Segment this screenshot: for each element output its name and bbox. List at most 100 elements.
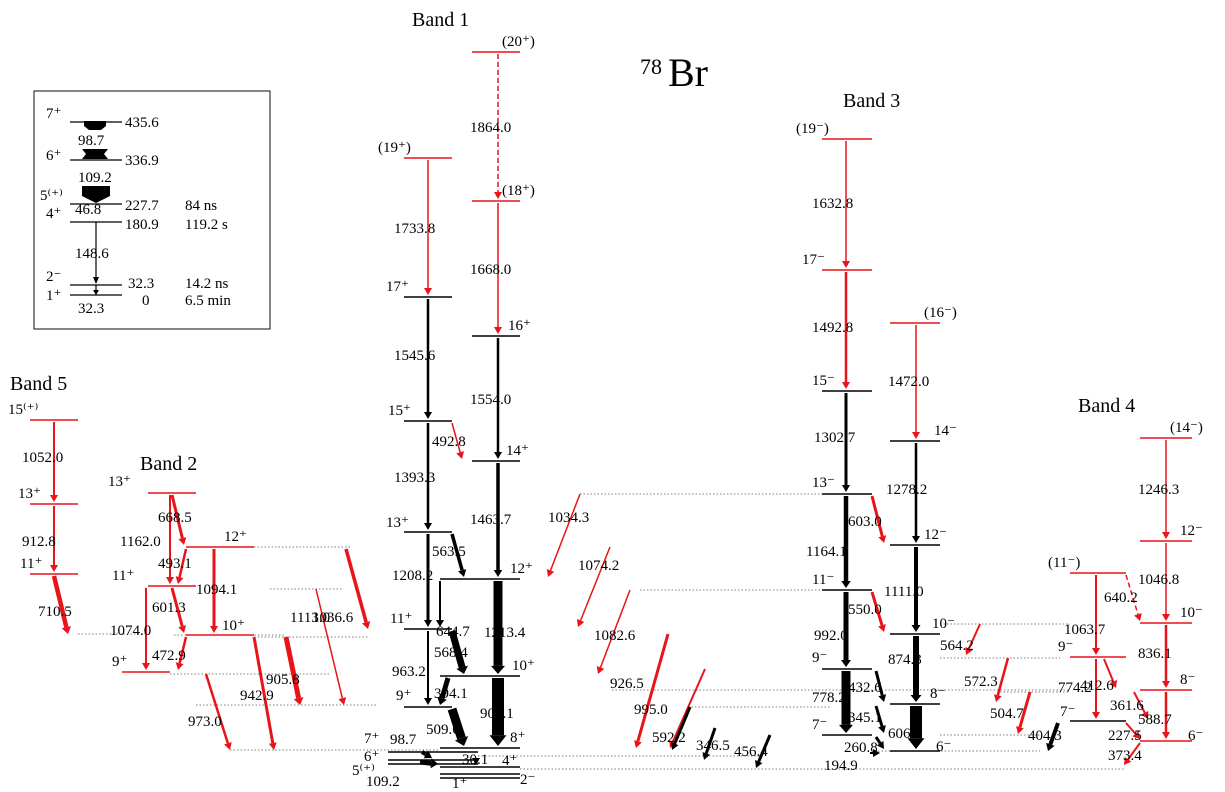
gamma-arrowhead <box>424 288 432 295</box>
gamma-energy-label: 606.2 <box>888 726 922 742</box>
gamma-energy-label: 1164.1 <box>806 544 847 560</box>
level-spin-label: 9⁺ <box>112 654 127 670</box>
gamma-energy-label: 568.4 <box>434 645 468 661</box>
gamma-energy-label: 1074.2 <box>578 558 619 574</box>
gamma-arrowhead <box>671 741 679 750</box>
gamma-energy-label: 774.2 <box>1058 680 1092 696</box>
gamma-arrow <box>439 677 451 699</box>
inset-level-energy: 32.3 <box>128 276 154 292</box>
gamma-arrowhead <box>50 565 58 572</box>
gamma-energy-label: 1052.0 <box>22 450 63 466</box>
inset-level-energy: 336.9 <box>125 153 159 169</box>
gamma-arrow <box>451 422 461 453</box>
gamma-energy-label: 942.9 <box>240 688 274 704</box>
gamma-arrowhead <box>178 625 187 633</box>
gamma-arrowhead <box>1046 742 1055 751</box>
gamma-arrow <box>757 734 772 763</box>
level-spin-label: 10⁻ <box>1180 605 1203 621</box>
gamma-energy-label: 874.3 <box>888 652 922 668</box>
gamma-energy-label: 412.6 <box>1080 678 1114 694</box>
gamma-energy-label: 373.4 <box>1108 748 1142 764</box>
gamma-arrowhead <box>1162 614 1170 621</box>
gamma-energy-label: 1208.2 <box>392 568 433 584</box>
gamma-arrow <box>450 533 464 571</box>
inset-halflife: 119.2 s <box>185 217 228 233</box>
inset-halflife: 84 ns <box>185 198 217 214</box>
level-spin-label: 7⁻ <box>812 717 827 733</box>
gamma-arrow <box>967 623 981 650</box>
gamma-arrowhead <box>876 740 884 749</box>
gamma-arrowhead <box>907 738 925 749</box>
level-spin-label: 7⁻ <box>1060 704 1075 720</box>
inset-spin: 5⁽⁺⁾ <box>40 187 63 204</box>
gamma-energy-label: 432.6 <box>848 680 882 696</box>
gamma-arrowhead <box>842 382 850 389</box>
gamma-energy-label: 260.8 <box>844 740 878 756</box>
level-spin-label: 6⁻ <box>1188 728 1203 744</box>
gamma-energy-label: 564.2 <box>940 638 974 654</box>
gamma-arrowhead <box>489 735 507 746</box>
band-2-label: Band 2 <box>140 453 197 475</box>
gamma-energy-label: 1733.8 <box>394 221 435 237</box>
gamma-energy-label: 109.2 <box>366 774 400 790</box>
gamma-arrowhead <box>873 749 880 757</box>
level-spin-label: 12⁻ <box>1180 523 1203 539</box>
gamma-energy-label: 1111.0 <box>884 584 924 600</box>
gamma-energy-label: 1162.0 <box>120 534 161 550</box>
gamma-arrowhead <box>755 759 763 768</box>
gamma-energy-label: 603.0 <box>848 514 882 530</box>
gamma-energy-label: 1545.6 <box>394 348 436 364</box>
gamma-energy-label: 973.0 <box>188 714 222 730</box>
gamma-arrowhead <box>456 665 468 674</box>
gamma-energy-label: 1246.3 <box>1138 482 1179 498</box>
level-spin-label: 8⁻ <box>930 686 945 702</box>
inset-gamma-energy: 46.8 <box>75 202 101 218</box>
gamma-energy-label: 1492.8 <box>812 320 853 336</box>
gamma-arrowhead <box>878 694 887 702</box>
gamma-arrowhead <box>224 742 232 750</box>
level-spin-label: 11⁺ <box>112 568 134 584</box>
gamma-arrowhead <box>268 742 277 750</box>
gamma-arrowhead <box>1162 732 1170 739</box>
gamma-energy-label: 98.7 <box>390 732 417 748</box>
level-spin-label: 13⁺ <box>18 486 41 502</box>
level-spin-label: (19⁻) <box>796 121 829 137</box>
level-spin-label: 15⁻ <box>812 373 835 389</box>
gamma-arrowhead <box>424 698 432 705</box>
gamma-energy-label: 1094.1 <box>196 582 237 598</box>
gamma-energy-label: 588.7 <box>1138 712 1172 728</box>
inset-spin: 7⁺ <box>46 106 61 122</box>
level-spin-label: 5⁽⁺⁾ <box>352 762 375 779</box>
gamma-energy-label: 492.8 <box>432 434 466 450</box>
gamma-energy-label: 550.0 <box>848 602 882 618</box>
gamma-arrow <box>448 630 466 669</box>
gamma-energy-label: 1213.4 <box>484 625 526 641</box>
gamma-arrowhead <box>841 660 851 667</box>
level-spin-label: (19⁺) <box>378 140 411 156</box>
inset-spin: 6⁺ <box>46 148 61 164</box>
gamma-energy-label: 404.3 <box>1028 728 1062 744</box>
level-spin-label: 2⁻ <box>520 772 535 788</box>
gamma-arrow <box>170 587 184 627</box>
gamma-arrowhead <box>423 750 432 759</box>
gamma-arrowhead <box>912 536 920 543</box>
gamma-arrowhead <box>1162 532 1170 539</box>
level-spin-label: 16⁺ <box>508 318 531 334</box>
gamma-arrowhead <box>878 624 886 632</box>
inset-gamma-energy: 32.3 <box>78 301 104 317</box>
inset-gamma-arrow <box>82 186 110 203</box>
inset-low-levels: 7⁺ 435.6 98.7 6⁺ 336.9 109.2 5⁽⁺⁾ 227.7 … <box>33 90 271 330</box>
gamma-arrowhead <box>841 581 851 588</box>
gamma-transitions <box>50 54 1170 769</box>
level-spin-label: 12⁺ <box>510 561 533 577</box>
gamma-arrowhead <box>493 570 503 577</box>
gamma-energy-label: 1063.7 <box>1064 622 1106 638</box>
inset-spin: 4⁺ <box>46 206 61 222</box>
level-spin-label: 10⁺ <box>222 618 245 634</box>
level-spin-label: (14⁻) <box>1170 420 1203 436</box>
gamma-energy-label: 30.1 <box>462 752 488 768</box>
gamma-energy-label: 710.5 <box>38 604 72 620</box>
gamma-energy-label: 995.0 <box>634 702 668 718</box>
gamma-arrow <box>1125 722 1137 735</box>
